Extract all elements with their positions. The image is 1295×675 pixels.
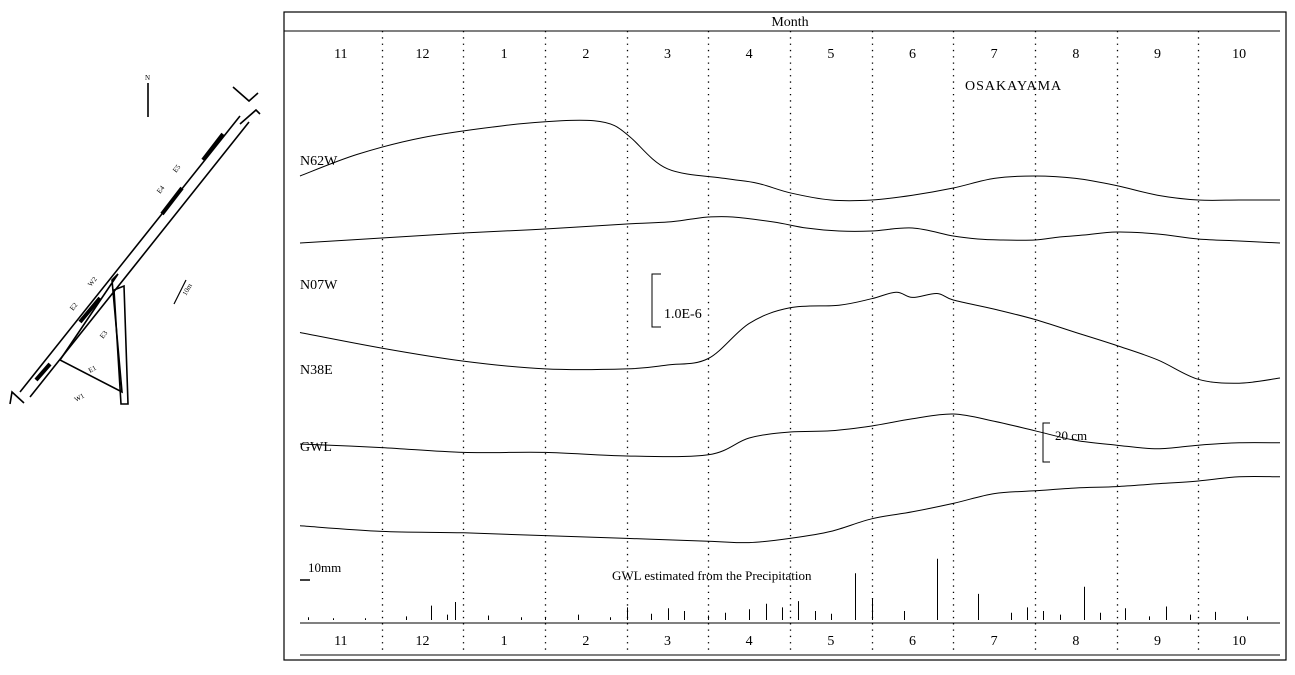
series-line-n07w bbox=[299, 216, 1281, 244]
month-tick-label: 6 bbox=[909, 634, 916, 649]
month-tick-label: 12 bbox=[416, 47, 430, 62]
gwl-scale-bracket bbox=[1042, 422, 1050, 463]
month-tick-label: 9 bbox=[1154, 47, 1161, 62]
month-tick-label: 2 bbox=[582, 634, 589, 649]
precip-scale-label: 10mm bbox=[308, 560, 341, 575]
map-label: E2 bbox=[68, 301, 79, 312]
series-line-n62w bbox=[299, 119, 1280, 202]
precipitation-bars bbox=[308, 558, 1248, 620]
sensor-mark bbox=[201, 132, 225, 162]
month-tick-label: 4 bbox=[746, 634, 753, 649]
strain-scale-label: 1.0E-6 bbox=[664, 307, 702, 322]
series-lines bbox=[299, 119, 1281, 544]
month-tick-label: 7 bbox=[991, 47, 998, 62]
series-line-gwl bbox=[299, 413, 1281, 458]
sensor-mark bbox=[78, 296, 102, 324]
tunnel-end bbox=[9, 390, 25, 405]
month-tick-label: 3 bbox=[664, 634, 671, 649]
month-tick-label: 1 bbox=[501, 634, 508, 649]
series-label-n38e: N38E bbox=[300, 363, 333, 378]
month-gridlines bbox=[381, 31, 1200, 655]
tunnel-branch bbox=[58, 273, 123, 394]
month-tick-label: 12 bbox=[416, 634, 430, 649]
sensor-mark bbox=[34, 362, 52, 382]
top-month-labels: 11 12 1 2 3 4 5 6 7 8 9 10 bbox=[334, 47, 1246, 62]
chart-title: OSAKAYAMA bbox=[965, 79, 1062, 94]
month-tick-label: 10 bbox=[1232, 634, 1246, 649]
month-tick-label: 7 bbox=[991, 634, 998, 649]
series-label-n07w: N07W bbox=[300, 278, 338, 293]
month-tick-label: 8 bbox=[1072, 47, 1079, 62]
month-tick-label: 4 bbox=[746, 47, 753, 62]
bottom-month-labels: 11 12 1 2 3 4 5 6 7 8 9 10 bbox=[334, 634, 1246, 649]
month-tick-label: 8 bbox=[1072, 634, 1079, 649]
series-label-n62w: N62W bbox=[300, 154, 338, 169]
tunnel-end bbox=[232, 86, 259, 103]
map-label: E4 bbox=[155, 184, 166, 195]
sensor-mark bbox=[160, 186, 184, 216]
map-label: E1 bbox=[87, 364, 98, 375]
north-label: N bbox=[145, 74, 150, 82]
strain-scale-bracket bbox=[651, 273, 661, 328]
scale-bar bbox=[173, 279, 187, 305]
gwl-scale-label: 20 cm bbox=[1055, 428, 1087, 443]
tunnel-plan-map: E5 E4 E3 E2 W2 W1 E1 N 10m bbox=[9, 74, 261, 405]
map-label: E5 bbox=[171, 163, 182, 174]
series-line-gwl-estimated-from-the-precipitation bbox=[299, 475, 1281, 544]
tunnel-wall bbox=[19, 115, 241, 393]
x-axis-title: Month bbox=[771, 15, 808, 30]
month-tick-label: 11 bbox=[334, 47, 347, 62]
month-tick-label: 6 bbox=[909, 47, 916, 62]
tunnel-branch bbox=[113, 284, 129, 405]
month-tick-label: 3 bbox=[664, 47, 671, 62]
map-label: E3 bbox=[98, 329, 109, 340]
month-tick-label: 11 bbox=[334, 634, 347, 649]
tunnel-end bbox=[239, 108, 261, 125]
series-line-n38e bbox=[299, 291, 1281, 384]
month-tick-label: 9 bbox=[1154, 634, 1161, 649]
month-tick-label: 5 bbox=[827, 634, 834, 649]
month-tick-label: 10 bbox=[1232, 47, 1246, 62]
series-label-gwl: GWL bbox=[300, 440, 332, 455]
month-tick-label: 5 bbox=[827, 47, 834, 62]
chart-frame bbox=[283, 11, 1287, 661]
precip-caption: GWL estimated from the Precipitation bbox=[612, 568, 812, 583]
month-tick-label: 2 bbox=[582, 47, 589, 62]
month-tick-label: 1 bbox=[501, 47, 508, 62]
